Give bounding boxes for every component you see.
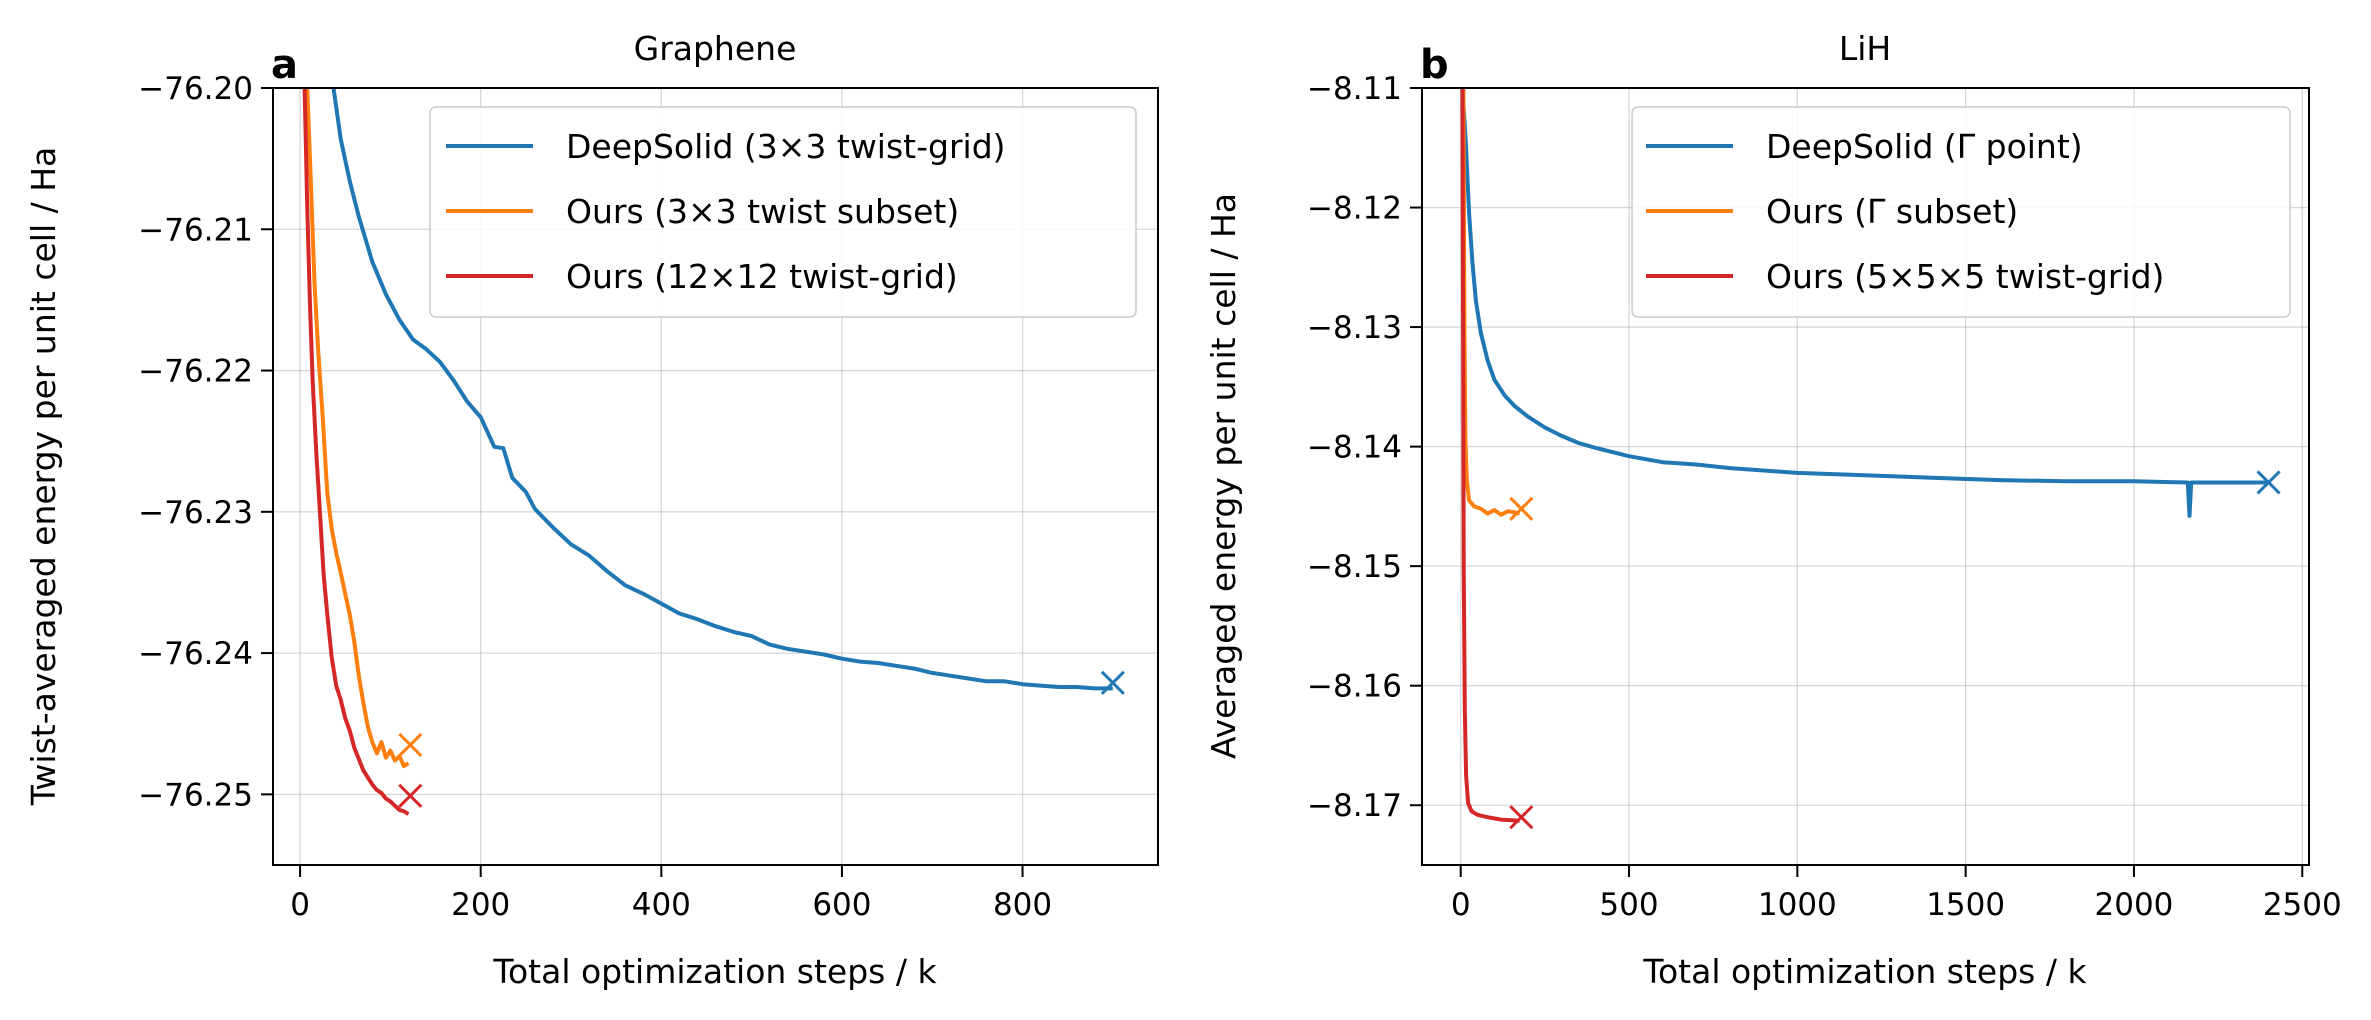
panel-a-y-tick-label: −76.21: [138, 212, 253, 248]
final-marker-ours-3-3-twist-subset: [398, 732, 423, 757]
final-marker-deepsolid-3-3-twist-grid: [1100, 670, 1125, 695]
panel-b-title: LiH: [1839, 29, 1891, 68]
legend-label-deepsolid-lih: DeepSolid (Γ point): [1766, 127, 2083, 166]
panel-b-x-tick-label: 0: [1451, 887, 1471, 923]
final-marker-deepsolid-point: [2256, 470, 2281, 495]
panel-b-x-axis: 0 500 1000 1500 2000 2500: [1451, 865, 2342, 923]
legend-label-ours-subset-graphene: Ours (3×3 twist subset): [566, 192, 959, 231]
panel-b-y-tick-label: −8.12: [1307, 191, 1402, 227]
panel-a-x-tick-label: 400: [632, 887, 691, 923]
panel-a-letter: a: [271, 42, 298, 88]
panel-a-y-axis: −76.25 −76.24 −76.23 −76.22 −76.21 −76.20: [138, 71, 273, 813]
panel-b-y-tick-label: −8.13: [1307, 310, 1402, 346]
panel-a-x-tick-label: 600: [812, 887, 871, 923]
legend-label-deepsolid-graphene: DeepSolid (3×3 twist-grid): [566, 127, 1006, 166]
panel-b: 0 500 1000 1500 2000 2500 −8.17−8.16−8.15−8.1…: [1204, 29, 2342, 991]
series-line-ours-12-12-twist-grid: [302, 88, 410, 816]
panel-a-series: [302, 88, 1125, 816]
panel-b-y-tick-label: −8.11: [1307, 71, 1402, 107]
final-marker-ours-subset: [1509, 496, 1534, 521]
series-line-deepsolid-point: [1460, 88, 2269, 518]
panel-a: 0 200 400 600 800 −76.25−76.24−76.23−76.22−7…: [24, 29, 1159, 991]
panel-b-letter: b: [1420, 42, 1449, 88]
panel-b-y-tick-label: −8.14: [1307, 430, 1402, 466]
series-line-ours-5-5-5-twist-grid: [1460, 88, 1520, 823]
panel-a-y-tick-label: −76.22: [138, 354, 253, 390]
panel-a-x-tick-label: 0: [290, 887, 310, 923]
panel-a-x-tick-label: 200: [451, 887, 510, 923]
panel-b-y-tick-label: −8.16: [1307, 669, 1402, 705]
legend-label-ours-subset-lih: Ours (Γ subset): [1766, 192, 2018, 231]
panel-a-plot-frame: [272, 87, 1159, 866]
panel-b-series: [1460, 88, 2281, 830]
panel-b-y-axis-label: Averaged energy per unit cell / Ha: [1204, 193, 1243, 759]
panel-a-legend: DeepSolid (3×3 twist-grid) Ours (3×3 twi…: [429, 106, 1137, 318]
panel-a-y-tick-label: −76.20: [138, 71, 253, 107]
panel-b-plot-frame: [1421, 87, 2310, 866]
panel-a-legend-box: [429, 106, 1137, 318]
panel-b-legend-box: [1631, 106, 2291, 318]
final-marker-ours-12-12-twist-grid: [398, 783, 423, 808]
panel-a-x-axis: 0 200 400 600 800: [290, 865, 1052, 923]
panel-a-title: Graphene: [634, 29, 797, 68]
panel-b-legend: DeepSolid (Γ point) Ours (Γ subset) Ours…: [1631, 106, 2291, 318]
series-line-deepsolid-3-3-twist-grid: [331, 88, 1113, 691]
legend-label-ours-grid-lih: Ours (5×5×5 twist-grid): [1766, 257, 2164, 296]
panel-b-x-tick-label: 1500: [1926, 887, 2005, 923]
legend-label-ours-grid-graphene: Ours (12×12 twist-grid): [566, 257, 958, 296]
panel-b-x-axis-label: Total optimization steps / k: [1642, 952, 2087, 991]
final-marker-ours-5-5-5-twist-grid: [1509, 805, 1534, 830]
panel-b-x-tick-label: 2000: [2095, 887, 2174, 923]
series-line-ours-3-3-twist-subset: [305, 88, 410, 769]
panel-a-y-tick-label: −76.23: [138, 495, 253, 531]
series-line-ours-subset: [1461, 88, 1521, 517]
panel-b-x-tick-label: 1000: [1758, 887, 1837, 923]
panel-b-x-tick-label: 500: [1599, 887, 1658, 923]
panel-a-x-tick-label: 800: [993, 887, 1052, 923]
panel-a-y-tick-label: −76.25: [138, 777, 253, 813]
panel-a-y-tick-label: −76.24: [138, 636, 253, 672]
panel-a-y-axis-label: Twist-averaged energy per unit cell / Ha: [24, 147, 63, 807]
panel-b-y-axis: −8.17 −8.16 −8.15 −8.14 −8.13 −8.12 −8.11: [1307, 71, 1422, 824]
panel-b-x-tick-label: 2500: [2263, 887, 2342, 923]
panel-b-y-tick-label: −8.17: [1307, 788, 1402, 824]
panel-a-x-axis-label: Total optimization steps / k: [492, 952, 937, 991]
panel-b-y-tick-label: −8.15: [1307, 549, 1402, 585]
